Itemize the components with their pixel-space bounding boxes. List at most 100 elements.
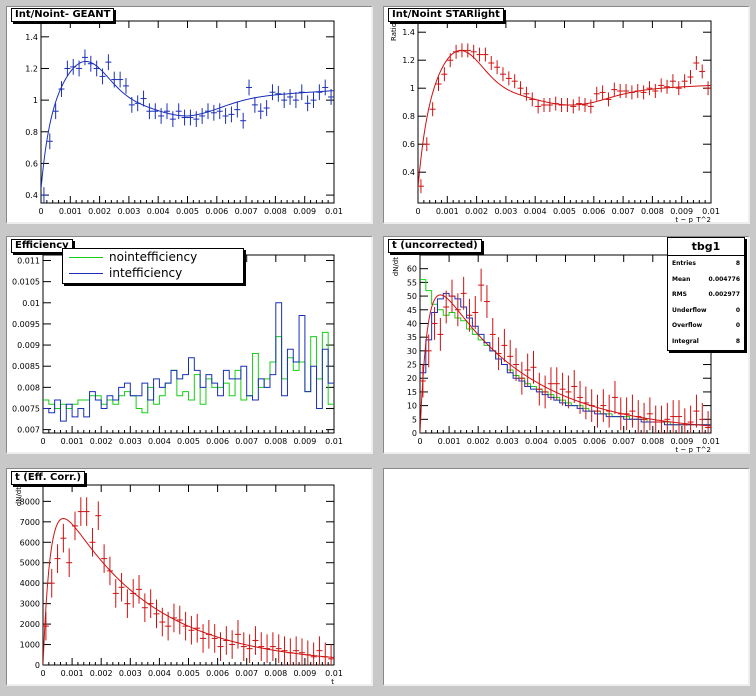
data-point [81,49,88,66]
data-point [418,179,424,194]
data-point [535,99,542,114]
data-point [328,89,334,105]
y-tick-label: 0.6 [25,159,38,168]
x-tick-label: 0.005 [554,437,577,446]
y-tick-label: 0.01 [22,299,40,308]
y-tick-label: 50 [407,292,417,301]
y-tick-label: 1.2 [402,56,415,65]
x-tick-label: 0 [38,207,43,216]
data-point [275,85,282,102]
x-axis-label: t ~ p_T^2 [675,446,711,453]
x-tick-label: 0.002 [467,437,490,446]
pad-efficiency: 0 0.001 0.002 0.003 0.004 0.005 0.006 0.007 0.00… [6,236,373,454]
data-point [246,634,253,663]
data-point [240,632,247,661]
plot-area [418,43,711,194]
data-point [425,334,432,368]
x-tick-label: 0.002 [465,207,488,216]
data-point [101,544,108,573]
pad-t-eff-corr: 0 0.001 0.002 0.003 0.004 0.005 0.006 0.007 0.00… [6,468,373,686]
data-point [617,84,624,98]
data-point [58,81,65,97]
data-point [240,112,247,129]
stats-row: Overflow 0 [672,322,740,330]
data-point [478,268,485,302]
y-tick-label: 1 [33,96,38,105]
y-tick-label: 2000 [20,620,40,629]
y-tick-label: 55 [407,278,417,287]
x-tick-label: 0.009 [670,437,693,446]
data-point [511,74,518,89]
chart-title: t (uncorrected) [388,239,482,253]
data-point [664,79,671,94]
data-point [181,109,188,126]
y-tick-label: 5000 [20,559,40,568]
data-point [234,101,241,118]
data-point [169,111,176,128]
y-tick-label: 4000 [20,579,40,588]
data-point [530,350,537,384]
data-point [118,572,125,602]
data-point [437,317,444,351]
data-point [188,615,195,645]
data-point [298,638,305,665]
x-tick-label: 0.003 [117,207,140,216]
fit-curve [420,294,711,433]
data-point [570,99,577,114]
data-point [443,290,450,324]
y-tick-label: 0.8 [402,112,415,121]
data-point [275,634,282,663]
x-tick-label: 0.006 [206,669,229,678]
data-point [112,579,119,608]
y-tick-label: 0 [412,429,417,438]
x-tick-label: 0.004 [524,207,547,216]
pad-int-noint-geant: 0 0.001 0.002 0.003 0.004 0.005 0.006 0.007 0.00… [6,6,373,224]
series-intefficiency-histogram [43,302,334,422]
y-tick-label: 60 [407,265,417,274]
y-tick-label: 7000 [20,518,40,527]
y-tick-label: 0.4 [402,168,415,177]
chart-title: Efficiency [11,239,73,253]
data-point [293,636,300,665]
data-point [217,632,224,661]
y-tick-label: 1 [410,84,415,93]
data-point [117,71,124,88]
data-point [675,81,682,96]
data-point [281,636,288,665]
data-point [269,84,276,101]
y-tick-label: 5 [412,415,417,424]
data-point [693,394,700,428]
data-point [646,397,653,431]
x-tick-label: 0.008 [264,437,287,446]
x-tick-label: 0.008 [264,207,287,216]
data-point [687,70,694,84]
x-tick-label: 0.007 [235,207,258,216]
data-point [316,636,323,665]
data-point [60,523,67,553]
plot-area [43,302,334,422]
data-point [482,47,489,62]
data-point [547,367,554,401]
y-tick-label: 0.0105 [12,278,40,287]
chart-t-uncorrected: 0 0.001 0.002 0.003 0.004 0.005 0.006 0.007 0.00… [392,254,720,453]
data-point [269,632,276,661]
data-point [472,296,479,329]
stats-box: tbg1 Entries 8 Mean 0.004776 RMS 0.002977 U… [667,237,745,351]
data-point [505,71,512,86]
data-point [599,85,606,100]
data-point [640,85,647,100]
data-point [423,137,430,152]
y-tick-label: 3000 [20,600,40,609]
x-tick-label: 0.003 [119,437,142,446]
stats-row: Mean 0.004776 [672,275,740,283]
data-point [699,64,706,79]
chart-t-eff-corr: 0 0.001 0.002 0.003 0.004 0.005 0.006 0.007 0.00… [15,484,343,685]
x-tick-label: 0.006 [206,437,229,446]
data-point [483,285,490,318]
data-point [646,81,653,96]
chart-int-noint-geant: 0 0.001 0.002 0.003 0.004 0.005 0.006 0.007 0.00… [25,20,343,216]
data-point [429,102,436,117]
data-point [93,60,100,77]
data-point [194,613,201,643]
data-point [105,54,112,71]
